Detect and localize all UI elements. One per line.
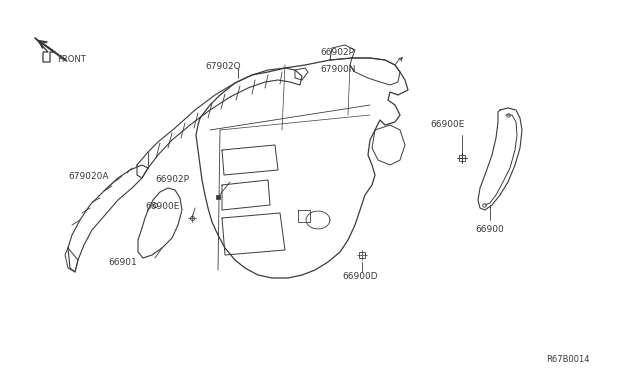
Text: 66902P: 66902P <box>155 175 189 184</box>
Text: R67B0014: R67B0014 <box>547 355 590 364</box>
Text: 66902P: 66902P <box>320 48 354 57</box>
Text: 679020A: 679020A <box>68 172 109 181</box>
Text: 66901: 66901 <box>108 258 137 267</box>
Text: 66900E: 66900E <box>145 202 179 211</box>
Text: 66900: 66900 <box>475 225 504 234</box>
Text: 66900E: 66900E <box>430 120 465 129</box>
Text: 66900D: 66900D <box>342 272 378 281</box>
Text: FRONT: FRONT <box>57 55 86 64</box>
Text: 67900N: 67900N <box>320 65 355 74</box>
Text: 67902Q: 67902Q <box>205 62 241 71</box>
